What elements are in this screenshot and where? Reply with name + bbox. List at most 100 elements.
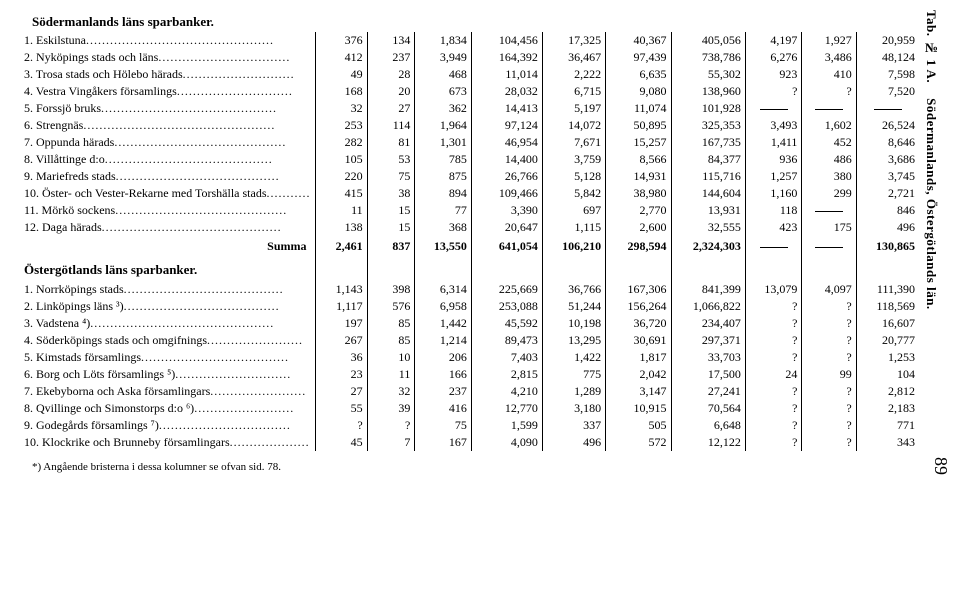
cell: 7,671 — [542, 134, 605, 151]
cell: 15 — [367, 202, 415, 219]
cell: 2,042 — [606, 366, 671, 383]
cell: 10,915 — [606, 400, 671, 417]
cell: 576 — [367, 298, 415, 315]
cell: 1,599 — [471, 417, 542, 434]
row-label: 2. Nyköpings stads och läns.............… — [20, 49, 315, 66]
cell: 36 — [315, 349, 367, 366]
cell: 14,072 — [542, 117, 605, 134]
row-label: 3. Vadstena ⁴)..........................… — [20, 315, 315, 332]
cell: 362 — [415, 100, 472, 117]
summa-cell: 106,210 — [542, 236, 605, 257]
cell: 70,564 — [671, 400, 745, 417]
cell: ? — [802, 83, 856, 100]
cell: 26,524 — [856, 117, 919, 134]
cell: 10 — [367, 349, 415, 366]
empty-dash — [760, 247, 788, 248]
cell: 167 — [415, 434, 472, 451]
cell: 2,812 — [856, 383, 919, 400]
cell: 17,325 — [542, 32, 605, 49]
cell: 81 — [367, 134, 415, 151]
cell: 1,253 — [856, 349, 919, 366]
cell: 936 — [745, 151, 802, 168]
cell: 175 — [802, 219, 856, 236]
cell: 11,014 — [471, 66, 542, 83]
table-row: 9. Godegårds församlings ⁷).............… — [20, 417, 919, 434]
cell: 115,716 — [671, 168, 745, 185]
row-label: 8. Qvillinge och Simonstorps d:o ⁶).....… — [20, 400, 315, 417]
cell: 30,691 — [606, 332, 671, 349]
empty-cell — [856, 257, 919, 281]
cell: 53 — [367, 151, 415, 168]
cell: 337 — [542, 417, 605, 434]
cell: 166 — [415, 366, 472, 383]
cell: 1,301 — [415, 134, 472, 151]
row-label: 4. Söderköpings stads och omgifnings....… — [20, 332, 315, 349]
row-label: 1. Eskilstuna...........................… — [20, 32, 315, 49]
cell: 1,442 — [415, 315, 472, 332]
cell: 164,392 — [471, 49, 542, 66]
cell: 1,602 — [802, 117, 856, 134]
cell: 6,958 — [415, 298, 472, 315]
cell: 10,198 — [542, 315, 605, 332]
cell: 3,949 — [415, 49, 472, 66]
cell: 38 — [367, 185, 415, 202]
cell: 1,289 — [542, 383, 605, 400]
cell: 3,486 — [802, 49, 856, 66]
row-label: 10. Klockrike och Brunneby församlingars… — [20, 434, 315, 451]
summa-cell — [802, 236, 856, 257]
cell: 134 — [367, 32, 415, 49]
cell: 50,895 — [606, 117, 671, 134]
table-row: 11. Mörkö sockens.......................… — [20, 202, 919, 219]
cell: 99 — [802, 366, 856, 383]
cell: 38,980 — [606, 185, 671, 202]
cell: 496 — [542, 434, 605, 451]
cell: 4,090 — [471, 434, 542, 451]
row-label: 6. Strengnäs............................… — [20, 117, 315, 134]
cell: 8,566 — [606, 151, 671, 168]
cell: 4,097 — [802, 281, 856, 298]
page-number: 89 — [930, 457, 951, 475]
cell: 101,928 — [671, 100, 745, 117]
cell: 1,143 — [315, 281, 367, 298]
cell: 97,124 — [471, 117, 542, 134]
cell: 13,295 — [542, 332, 605, 349]
cell: 1,214 — [415, 332, 472, 349]
summa-label: Summa — [20, 236, 315, 257]
table-row: 4. Söderköpings stads och omgifnings....… — [20, 332, 919, 349]
cell: 1,066,822 — [671, 298, 745, 315]
cell: 11 — [315, 202, 367, 219]
cell: 9,080 — [606, 83, 671, 100]
table-row: 8. Villåttinge d:o......................… — [20, 151, 919, 168]
cell: 4,197 — [745, 32, 802, 49]
cell: 6,715 — [542, 83, 605, 100]
table-row: 7. Oppunda härads.......................… — [20, 134, 919, 151]
empty-cell — [606, 257, 671, 281]
empty-cell — [471, 257, 542, 281]
cell: 144,604 — [671, 185, 745, 202]
section1-title: Södermanlands läns sparbanker. — [20, 10, 919, 32]
cell: 412 — [315, 49, 367, 66]
table-row: 5. Forssjö bruks........................… — [20, 100, 919, 117]
cell: 697 — [542, 202, 605, 219]
cell: 12,122 — [671, 434, 745, 451]
cell: 27 — [367, 100, 415, 117]
cell: 4,210 — [471, 383, 542, 400]
cell — [802, 202, 856, 219]
cell: 97,439 — [606, 49, 671, 66]
cell: 16,607 — [856, 315, 919, 332]
data-table: 1. Eskilstuna...........................… — [20, 32, 919, 451]
table-row: 2. Linköpings läns ³)...................… — [20, 298, 919, 315]
cell: 376 — [315, 32, 367, 49]
cell: 27 — [315, 383, 367, 400]
cell: 1,117 — [315, 298, 367, 315]
empty-cell — [802, 257, 856, 281]
cell: 3,686 — [856, 151, 919, 168]
cell: 220 — [315, 168, 367, 185]
cell: 5,128 — [542, 168, 605, 185]
cell: 1,411 — [745, 134, 802, 151]
cell: 49 — [315, 66, 367, 83]
table-row: 4. Vestra Vingåkers församlings.........… — [20, 83, 919, 100]
cell: 51,244 — [542, 298, 605, 315]
empty-dash — [815, 247, 843, 248]
cell: 55,302 — [671, 66, 745, 83]
